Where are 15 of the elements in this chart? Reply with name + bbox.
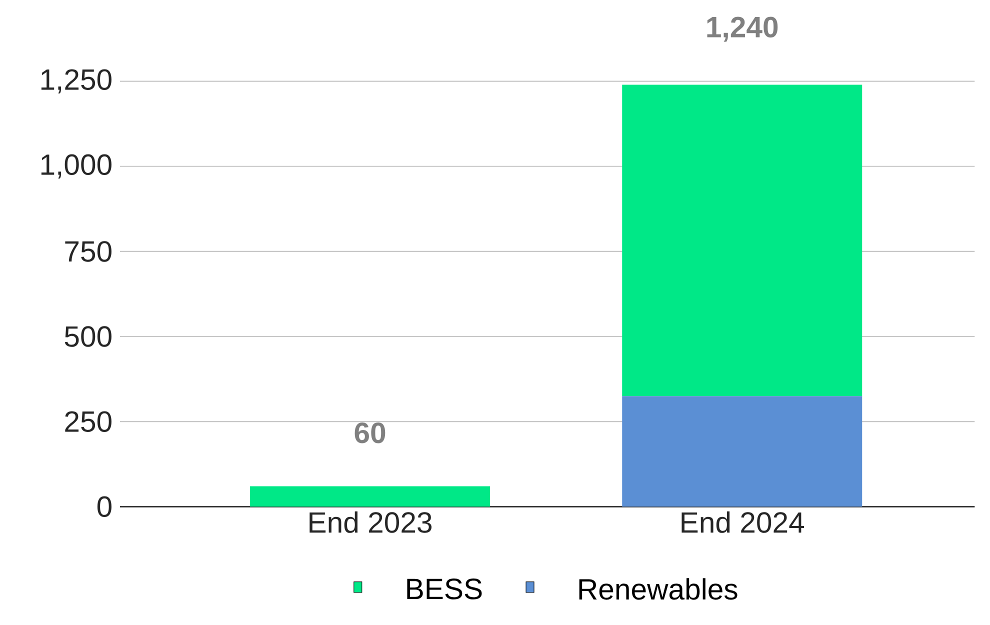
bar — [622, 84, 862, 396]
x-tick-label: End 2023 — [310, 512, 432, 534]
legend-label: BESS — [407, 578, 482, 600]
y-tick-label: 750 — [65, 241, 112, 262]
bar — [622, 396, 862, 507]
total-label: 60 — [354, 422, 386, 444]
total-label: 1,240 — [707, 16, 778, 42]
bar — [250, 486, 490, 507]
y-tick-label: 1,000 — [41, 154, 112, 179]
y-tick-label: 1,250 — [41, 69, 112, 94]
y-tick-label: 0 — [97, 496, 112, 518]
legend-label: Renewables — [579, 578, 738, 600]
x-tick-label: End 2024 — [682, 512, 804, 534]
y-tick-label: 250 — [65, 411, 112, 432]
y-tick-label: 500 — [64, 326, 112, 348]
